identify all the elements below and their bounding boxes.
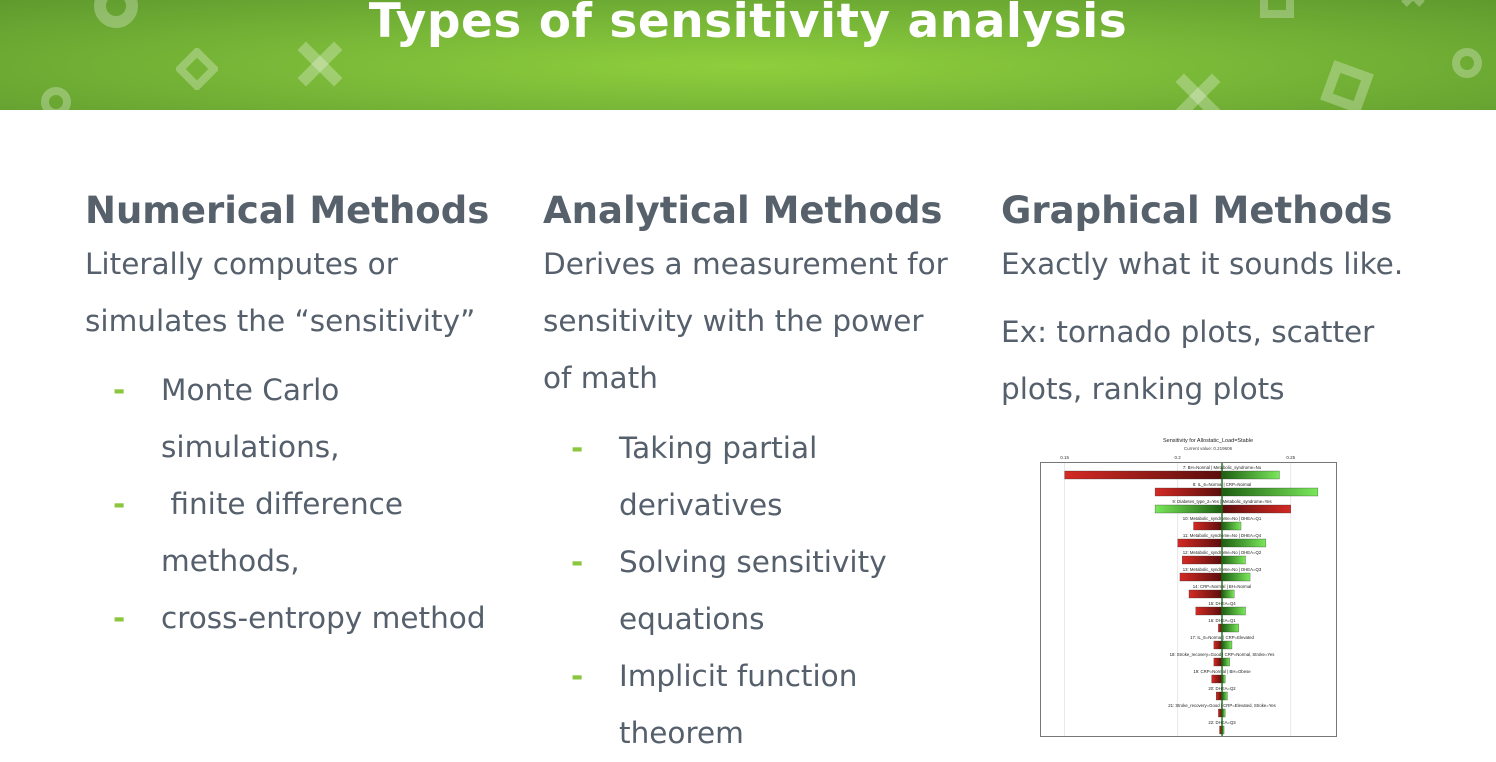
tornado-title: Sensitivity for Allostatic_Load=Stable xyxy=(1163,438,1253,444)
list-item-text: finite difference methods, xyxy=(161,487,413,578)
cross-decoration-icon xyxy=(1401,0,1425,7)
tornado-bar-high xyxy=(1221,623,1239,633)
list-item-text: Monte Carlo simulations, xyxy=(161,373,340,464)
list-item-text: cross-entropy method xyxy=(161,601,486,635)
tornado-bar-low xyxy=(1213,657,1223,667)
list-item: - cross-entropy method xyxy=(85,590,505,647)
tornado-bar-high xyxy=(1221,521,1242,531)
tornado-bar-low xyxy=(1154,487,1223,497)
tornado-bar-high xyxy=(1221,606,1246,616)
bullet-dash: - xyxy=(113,601,126,635)
tornado-bar-high xyxy=(1221,487,1319,497)
bullet-dash: - xyxy=(571,545,584,579)
plot-frame xyxy=(1040,462,1337,737)
tornado-bar-low xyxy=(1211,674,1223,684)
diamond-decoration-icon xyxy=(1320,60,1374,110)
tornado-bar-high xyxy=(1221,555,1246,565)
column-description: Exactly what it sounds like. xyxy=(1001,247,1404,281)
tornado-bar-low xyxy=(1179,572,1223,582)
list-item-text: Implicit function theorem xyxy=(619,659,858,750)
tornado-bar-high xyxy=(1221,589,1235,599)
graphical-methods-column: Graphical Methods Exactly what it sounds… xyxy=(1001,186,1441,418)
bullet-dash: - xyxy=(113,373,126,407)
list-item-text: Taking partial derivatives xyxy=(619,431,818,522)
list-item: - Solving sensitivity equations xyxy=(543,534,899,648)
column-heading: Analytical Methods xyxy=(543,189,943,232)
bullet-list: - Monte Carlo simulations, - finite diffe… xyxy=(85,362,505,647)
list-item: - finite difference methods, xyxy=(85,476,505,590)
circle-decoration-icon xyxy=(94,0,138,28)
tornado-bar-high xyxy=(1221,657,1230,667)
tornado-bar-low xyxy=(1193,521,1223,531)
header-banner: Types of sensitivity analysis xyxy=(0,0,1496,110)
list-item: - Taking partial derivatives xyxy=(543,420,869,534)
tornado-bar-low xyxy=(1154,504,1223,514)
tick-label: 0.25 xyxy=(1286,455,1295,460)
column-description: Derives a measurement for sensitivity wi… xyxy=(543,247,948,395)
bullet-dash: - xyxy=(113,487,126,521)
list-item-text: Solving sensitivity equations xyxy=(619,545,887,636)
numerical-methods-column: Numerical Methods Literally computes or … xyxy=(85,186,505,647)
tornado-bar-high xyxy=(1221,538,1267,548)
tornado-bar-low xyxy=(1188,589,1223,599)
tornado-plot: Sensitivity for Allostatic_Load=Stable C… xyxy=(1040,432,1338,738)
square-decoration-icon xyxy=(1260,0,1294,18)
tornado-bar-low xyxy=(1195,606,1223,616)
circle-decoration-icon xyxy=(1452,48,1482,78)
tornado-bar-high xyxy=(1221,470,1280,480)
list-item: - Monte Carlo simulations, xyxy=(85,362,505,476)
bullet-dash: - xyxy=(571,431,584,465)
tick-label: 0.2 xyxy=(1175,455,1182,460)
analytical-methods-column: Analytical Methods Derives a measurement… xyxy=(543,186,963,762)
column-heading: Graphical Methods xyxy=(1001,189,1393,232)
column-description: Literally computes or simulates the “sen… xyxy=(85,247,476,338)
tornado-bar-high xyxy=(1221,640,1233,650)
list-item: - Implicit function theorem xyxy=(543,648,889,762)
tornado-bar-low xyxy=(1064,470,1223,480)
tornado-bar-high xyxy=(1221,572,1251,582)
tornado-plot-svg: Sensitivity for Allostatic_Load=Stable C… xyxy=(1040,438,1337,737)
column-description: Ex: tornado plots, scatter plots, rankin… xyxy=(1001,315,1375,406)
tornado-bar-low xyxy=(1215,691,1223,701)
tick-label: 0.15 xyxy=(1060,455,1069,460)
tornado-bar-low xyxy=(1177,538,1223,548)
tornado-bar-high xyxy=(1221,691,1228,701)
bullet-dash: - xyxy=(571,659,584,693)
circle-decoration-icon xyxy=(41,87,71,110)
bullet-list: - Taking partial derivatives - Solving sen… xyxy=(543,420,963,762)
cross-decoration-icon xyxy=(297,41,343,87)
tornado-bar-low xyxy=(1182,555,1223,565)
tornado-bar-high xyxy=(1221,504,1291,514)
column-heading: Numerical Methods xyxy=(85,189,490,232)
tornado-subtitle: Current value: 0.219606 xyxy=(1184,446,1233,451)
cross-decoration-icon xyxy=(1175,73,1221,110)
slide-title: Types of sensitivity analysis xyxy=(368,0,1128,49)
tornado-bar-low xyxy=(1213,640,1223,650)
diamond-decoration-icon xyxy=(176,48,218,90)
